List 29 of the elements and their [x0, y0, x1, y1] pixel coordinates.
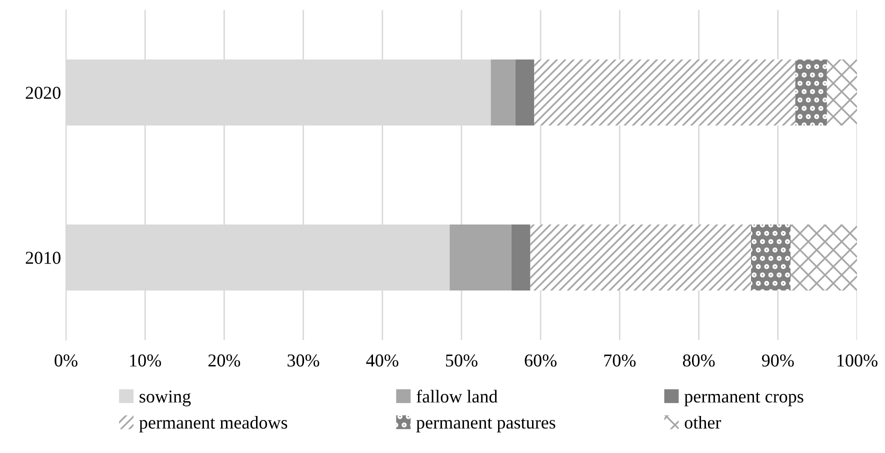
x-tick-label: 100%: [838, 354, 878, 367]
legend-label: permanent meadows: [139, 416, 288, 432]
x-tick-label: 70%: [604, 354, 636, 367]
legend-label: fallow land: [416, 390, 498, 403]
bar: [795, 60, 827, 126]
bar: [515, 60, 534, 126]
x-tick-label: 40%: [366, 354, 398, 367]
bar: [790, 224, 857, 290]
x-tick-label: 60%: [524, 354, 557, 367]
bar: [490, 60, 516, 126]
legend-label: sowing: [140, 390, 191, 406]
legend-label: permanent crops: [684, 392, 804, 406]
x-tick-label: 90%: [762, 354, 794, 367]
bar: [450, 224, 512, 290]
bar: [751, 224, 791, 290]
x-tick-label: 80%: [682, 354, 715, 367]
bar: [826, 60, 857, 126]
x-tick-label: 20%: [208, 354, 240, 367]
x-tick-label: 0%: [54, 354, 78, 367]
x-tick-label: 50%: [446, 354, 478, 367]
legend-label: permanent pastures: [416, 418, 556, 432]
x-tick-label: 30%: [288, 354, 320, 367]
x-tick-label: 10%: [130, 354, 162, 367]
legend-label: other: [684, 416, 722, 429]
y-tick-label: 2020: [26, 86, 60, 99]
bar: [511, 224, 530, 290]
y-tick-label: 2010: [26, 252, 60, 264]
bar: [534, 60, 796, 126]
bar: [530, 224, 752, 290]
